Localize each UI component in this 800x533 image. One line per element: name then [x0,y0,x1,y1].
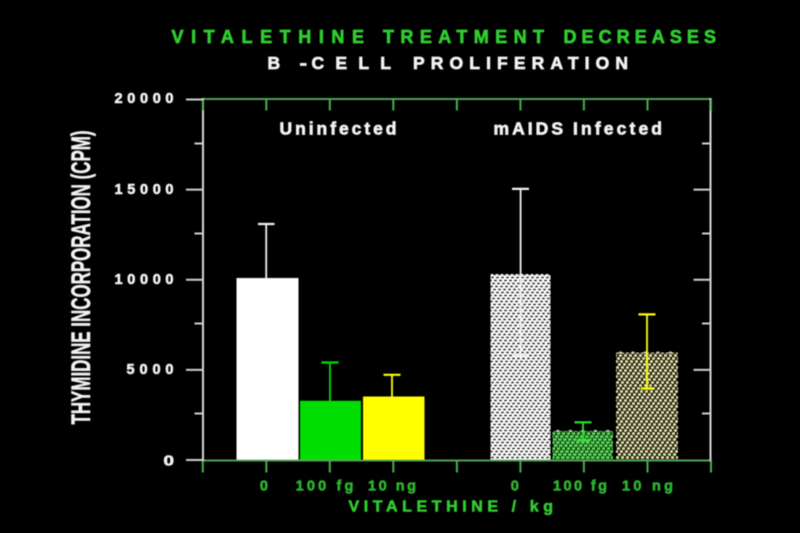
svg-text:100 fg: 100 fg [296,479,354,495]
svg-text:10 ng: 10 ng [368,479,416,495]
svg-text:THYMIDINE INCORPORATION (CPM): THYMIDINE INCORPORATION (CPM) [66,131,96,425]
svg-text:0: 0 [511,479,519,495]
svg-text:Uninfected: Uninfected [280,119,397,139]
svg-text:0: 0 [260,479,268,495]
svg-text:VITALETHINE / kg: VITALETHINE / kg [349,499,554,516]
svg-text:0: 0 [164,453,175,469]
svg-text:10 ng: 10 ng [622,479,673,495]
svg-text:15000: 15000 [115,182,174,198]
svg-text:100 fg: 100 fg [553,479,607,495]
svg-text:20000: 20000 [115,91,174,107]
svg-text:10000: 10000 [115,272,174,288]
